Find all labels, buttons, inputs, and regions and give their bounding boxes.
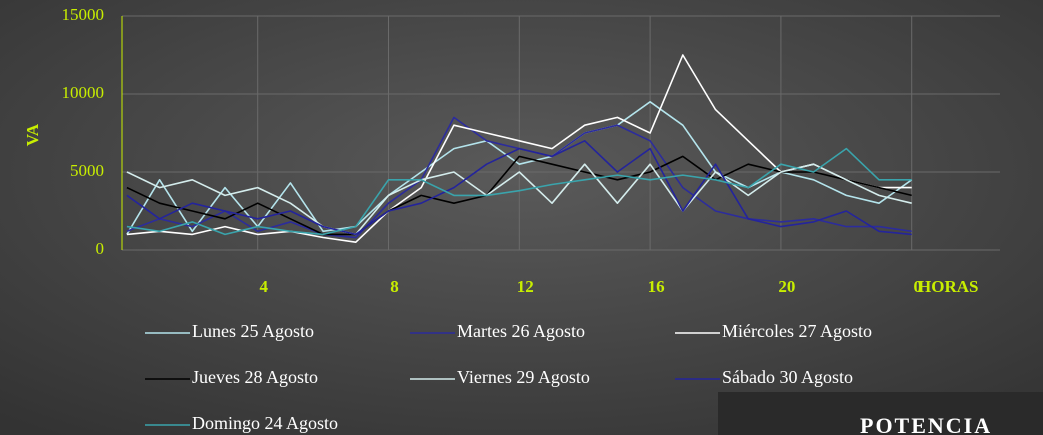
y-tick-label: 5000 [70, 161, 104, 180]
x-tick-label: 8 [390, 277, 399, 296]
y-tick-label: 10000 [62, 83, 105, 102]
legend-label: Lunes 25 Agosto [192, 321, 314, 341]
annotation-box [718, 392, 1043, 435]
legend-label: Martes 26 Agosto [457, 321, 585, 341]
y-axis-label: VA [23, 123, 42, 146]
x-tick-label: 20 [778, 277, 795, 296]
series-line [126, 163, 912, 236]
y-tick-label: 0 [96, 239, 105, 258]
series-line [126, 140, 912, 236]
legend-label: Viernes 29 Agosto [457, 367, 590, 387]
annotation: POTENCIA [860, 413, 992, 435]
x-tick-label: 0 [913, 277, 922, 296]
x-axis-label: HORAS [918, 277, 978, 296]
x-tick-label: 4 [259, 277, 268, 296]
series-line [126, 147, 912, 236]
legend-label: Sábado 30 Agosto [722, 367, 853, 387]
y-tick-label: 15000 [62, 5, 105, 24]
legend-label: Jueves 28 Agosto [192, 367, 318, 387]
x-tick-label: 12 [517, 277, 534, 296]
legend-label: Miércoles 27 Agosto [722, 321, 872, 341]
legend-label: Domingo 24 Agosto [192, 413, 338, 433]
x-tick-label: 16 [648, 277, 665, 296]
